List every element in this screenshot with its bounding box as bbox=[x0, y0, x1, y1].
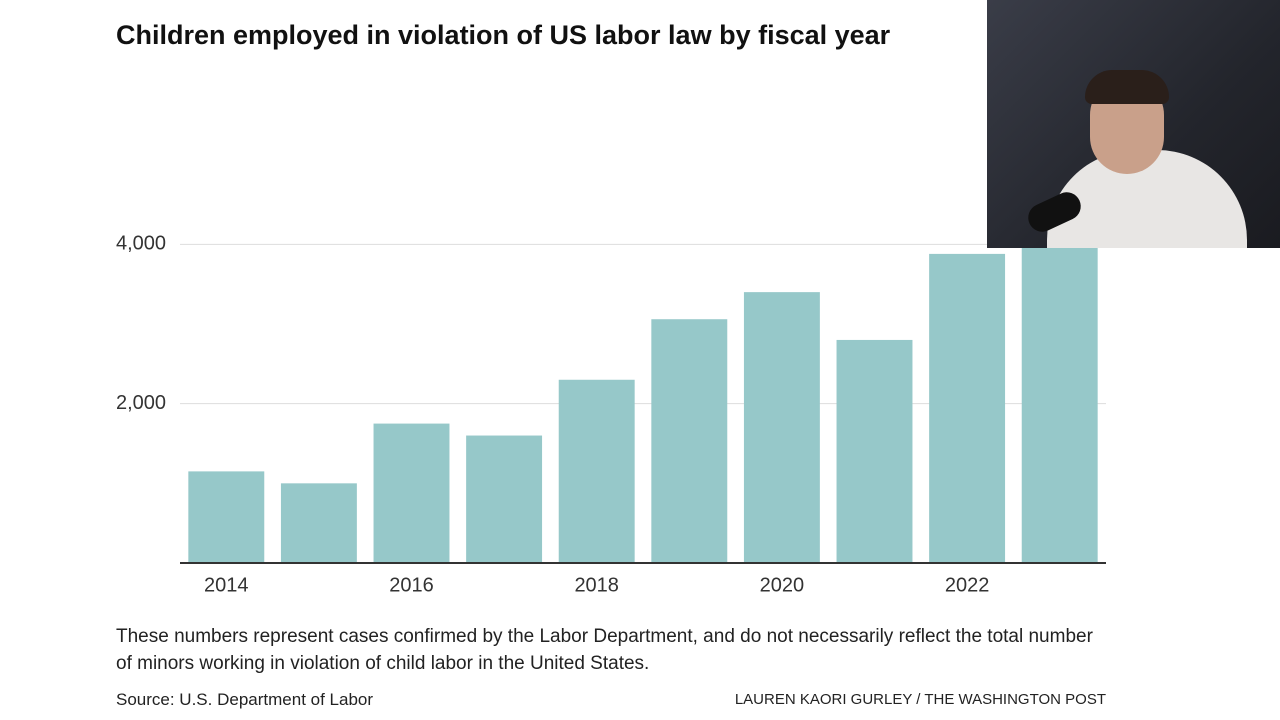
bar bbox=[929, 253, 1006, 564]
bar bbox=[373, 423, 450, 563]
chart-source: Source: U.S. Department of Labor bbox=[116, 690, 374, 709]
y-tick-label: 4,000 bbox=[116, 233, 166, 255]
bar bbox=[836, 339, 913, 563]
bar bbox=[188, 471, 265, 563]
x-tick-label: 2014 bbox=[204, 574, 249, 596]
x-tick-label: 2018 bbox=[574, 574, 619, 596]
y-tick-label: 2,000 bbox=[116, 392, 166, 414]
bar bbox=[743, 292, 820, 563]
webcam-overlay bbox=[987, 0, 1280, 248]
chart-title: Children employed in violation of US lab… bbox=[116, 20, 891, 50]
bar bbox=[466, 435, 543, 563]
bar bbox=[280, 483, 357, 563]
x-tick-label: 2020 bbox=[760, 574, 805, 596]
x-tick-label: 2016 bbox=[389, 574, 434, 596]
x-tick-label: 2022 bbox=[945, 574, 990, 596]
chart-note: These numbers represent cases confirmed … bbox=[116, 626, 1093, 674]
webcam-person-hair bbox=[1085, 70, 1169, 104]
chart-credit: LAUREN KAORI GURLEY / THE WASHINGTON POS… bbox=[734, 691, 1106, 708]
bar bbox=[651, 319, 728, 563]
bar bbox=[558, 379, 635, 563]
